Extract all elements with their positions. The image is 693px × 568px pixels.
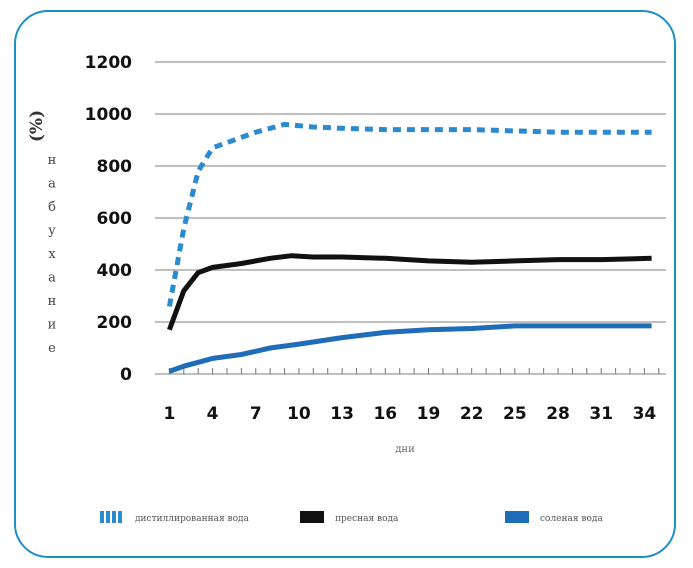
grid: [155, 61, 666, 375]
legend-swatch: [300, 511, 324, 523]
x-tick-label: 4: [207, 404, 219, 424]
series-lines: [166, 121, 652, 374]
y-axis-label-letter: у: [48, 224, 56, 239]
y-tick-labels: 0 200 400 600 800 1000 1200: [85, 53, 132, 385]
x-tick-label: 19: [417, 404, 441, 424]
x-tick-label: 16: [373, 404, 397, 424]
y-axis-label-letter: н: [48, 294, 57, 309]
series-line-1: [167, 253, 652, 331]
y-axis-unit: (%): [27, 110, 47, 142]
y-axis-label-letter: а: [48, 271, 56, 286]
x-tick-label: 22: [460, 404, 484, 424]
y-axis-label-letter: х: [48, 247, 56, 262]
series-line-2: [168, 323, 652, 374]
x-tick-label: 7: [250, 404, 262, 424]
y-axis-label-letter: н: [48, 153, 57, 168]
x-tick-label: 13: [330, 404, 354, 424]
legend-swatch: [112, 511, 116, 523]
x-tick-labels: 1 4 7 10 13 16 19 22 25 28 31 34: [163, 404, 656, 424]
legend-swatch: [100, 511, 104, 523]
legend-label: соленая вода: [540, 514, 603, 524]
x-tick-label: 1: [163, 404, 175, 424]
legend-swatch: [505, 511, 529, 523]
chart-frame: [14, 10, 676, 558]
y-tick-label: 0: [120, 365, 132, 385]
y-axis-label-letter: б: [48, 200, 56, 215]
x-tick-label: 31: [589, 404, 613, 424]
x-tick-label: 10: [287, 404, 311, 424]
series-line-0: [166, 121, 652, 307]
x-tick-label: 25: [503, 404, 527, 424]
y-tick-label: 400: [97, 261, 133, 281]
y-axis-label-letter: а: [48, 177, 56, 192]
y-tick-label: 600: [97, 209, 133, 229]
legend-label: пресная вода: [335, 514, 399, 524]
legend: дистиллированная вода пресная вода соленая…: [100, 511, 603, 524]
y-tick-label: 1000: [85, 105, 132, 125]
legend-label: дистиллированная вода: [135, 514, 250, 524]
y-axis-label-letter: и: [48, 318, 57, 333]
y-tick-label: 800: [97, 157, 133, 177]
y-tick-label: 1200: [85, 53, 132, 73]
x-tick-label: 34: [633, 404, 657, 424]
legend-swatch: [118, 511, 122, 523]
legend-swatch: [106, 511, 110, 523]
x-tick-label: 28: [546, 404, 570, 424]
y-axis-label-letter: е: [48, 341, 56, 356]
y-tick-label: 200: [97, 313, 133, 333]
x-axis-label: дни: [395, 444, 415, 455]
